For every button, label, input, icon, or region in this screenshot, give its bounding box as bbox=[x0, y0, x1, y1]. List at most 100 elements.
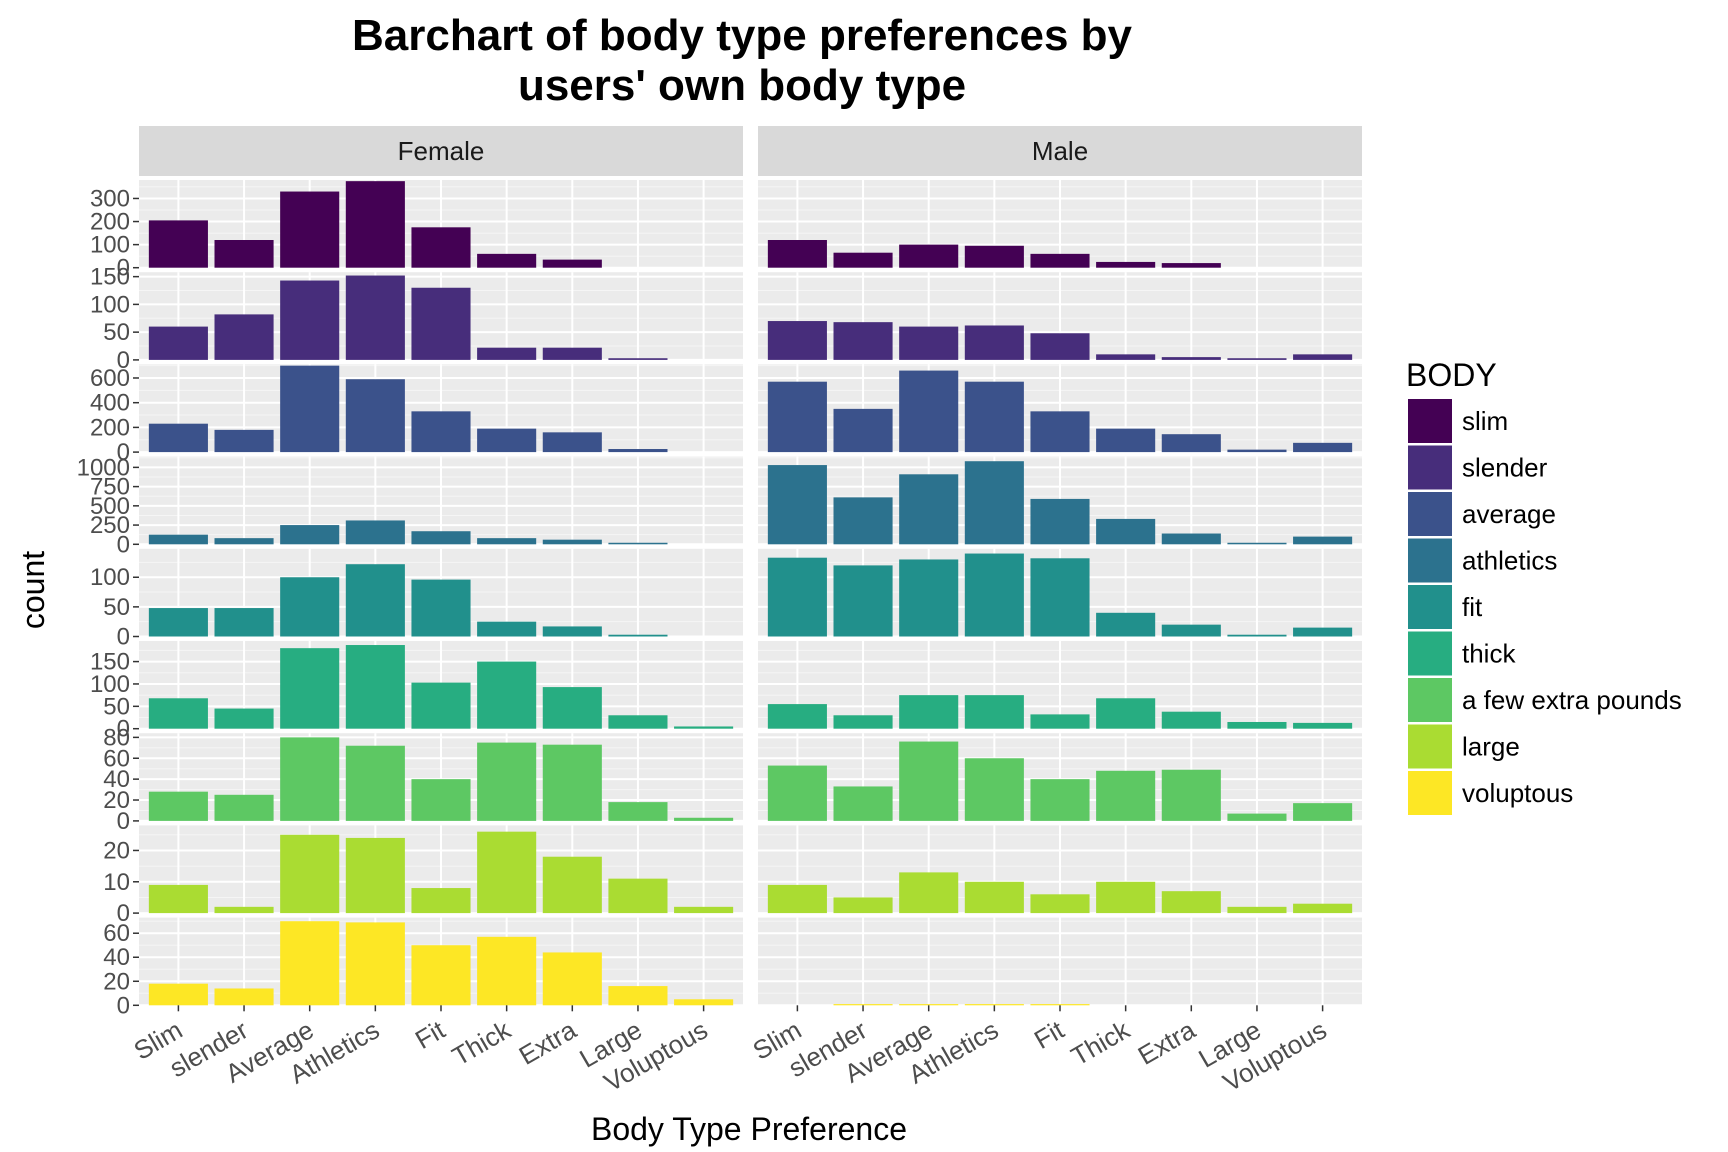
bar-slim-female-thick bbox=[477, 253, 537, 268]
bar-a-few-extra-pounds-female-extra bbox=[542, 744, 602, 821]
y-tick-label: 0 bbox=[117, 531, 130, 558]
bar-fit-female-thick bbox=[477, 621, 537, 637]
bar-thick-female-average bbox=[280, 648, 340, 729]
y-tick-label: 100 bbox=[90, 232, 130, 259]
bar-athletics-male-athletics bbox=[964, 461, 1024, 545]
bar-average-female-extra bbox=[542, 432, 602, 453]
bar-large-female-extra bbox=[542, 856, 602, 914]
bar-slender-female-extra bbox=[542, 347, 602, 360]
bar-thick-female-voluptous bbox=[674, 726, 734, 729]
bar-a-few-extra-pounds-male-slender bbox=[833, 786, 893, 821]
bar-thick-female-athletics bbox=[345, 645, 405, 729]
bar-average-female-large bbox=[608, 449, 668, 453]
y-tick-label: 20 bbox=[103, 968, 130, 995]
legend-label-thick: thick bbox=[1462, 639, 1516, 669]
bar-voluptous-female-average bbox=[280, 921, 340, 1006]
bar-fit-male-fit bbox=[1030, 558, 1090, 637]
bar-a-few-extra-pounds-male-athletics bbox=[964, 758, 1024, 821]
bar-athletics-female-thick bbox=[477, 538, 537, 545]
bar-thick-male-average bbox=[899, 695, 959, 729]
y-tick-label: 0 bbox=[117, 255, 130, 282]
bar-voluptous-female-slim bbox=[148, 983, 208, 1006]
bar-slender-male-extra bbox=[1161, 357, 1221, 360]
bar-slim-male-fit bbox=[1030, 253, 1090, 268]
bar-fit-male-thick bbox=[1096, 612, 1156, 637]
bar-a-few-extra-pounds-female-average bbox=[280, 737, 340, 821]
bar-athletics-male-average bbox=[899, 474, 959, 545]
bar-slim-male-athletics bbox=[964, 245, 1024, 268]
facet-label-female: Female bbox=[398, 136, 485, 166]
y-tick-label: 10 bbox=[103, 869, 130, 896]
bar-voluptous-female-large bbox=[608, 986, 668, 1006]
bar-slim-female-extra bbox=[542, 259, 602, 268]
legend-label-large: large bbox=[1462, 732, 1520, 762]
bar-fit-female-fit bbox=[411, 579, 471, 637]
bar-thick-female-slender bbox=[214, 708, 274, 729]
bar-fit-female-slim bbox=[148, 608, 208, 637]
legend-key-a-few-extra-pounds bbox=[1408, 678, 1452, 722]
bar-a-few-extra-pounds-male-thick bbox=[1096, 770, 1156, 821]
y-tick-label: 250 bbox=[90, 512, 130, 539]
bar-slender-male-fit bbox=[1030, 333, 1090, 360]
legend-label-a-few-extra-pounds: a few extra pounds bbox=[1462, 685, 1682, 715]
bar-thick-male-fit bbox=[1030, 714, 1090, 729]
bar-a-few-extra-pounds-female-slim bbox=[148, 791, 208, 821]
bar-athletics-female-slender bbox=[214, 538, 274, 545]
bar-voluptous-female-fit bbox=[411, 945, 471, 1006]
bar-voluptous-male-athletics bbox=[964, 1004, 1024, 1006]
bar-athletics-male-slim bbox=[767, 465, 827, 545]
bar-large-female-athletics bbox=[345, 837, 405, 914]
facet-strip-male bbox=[758, 126, 1362, 176]
x-tick-label-extra-female: Extra bbox=[514, 1014, 582, 1071]
bar-average-female-average bbox=[280, 365, 340, 453]
bar-average-male-athletics bbox=[964, 381, 1024, 453]
bar-slim-male-slender bbox=[833, 252, 893, 268]
y-tick-label: 80 bbox=[103, 724, 130, 751]
y-tick-label: 50 bbox=[103, 594, 130, 621]
bar-voluptous-female-slender bbox=[214, 988, 274, 1006]
bar-slender-male-average bbox=[899, 326, 959, 360]
bar-average-male-large bbox=[1227, 449, 1287, 453]
y-tick-label: 40 bbox=[103, 944, 130, 971]
bar-slender-female-large bbox=[608, 358, 668, 360]
bar-thick-male-slim bbox=[767, 704, 827, 729]
y-tick-label: 300 bbox=[90, 185, 130, 212]
bar-slender-male-large bbox=[1227, 358, 1287, 360]
y-tick-label: 100 bbox=[90, 671, 130, 698]
legend-key-average bbox=[1408, 492, 1452, 536]
bar-fit-male-athletics bbox=[964, 553, 1024, 637]
bar-average-male-voluptous bbox=[1293, 442, 1353, 453]
y-tick-label: 0 bbox=[117, 992, 130, 1019]
bar-large-male-thick bbox=[1096, 881, 1156, 914]
bar-thick-male-slender bbox=[833, 715, 893, 729]
bar-thick-female-fit bbox=[411, 682, 471, 729]
bar-large-male-voluptous bbox=[1293, 903, 1353, 914]
y-tick-label: 1000 bbox=[77, 454, 130, 481]
y-tick-label: 50 bbox=[103, 693, 130, 720]
y-tick-label: 0 bbox=[117, 624, 130, 651]
bar-voluptous-female-thick bbox=[477, 936, 537, 1006]
bar-athletics-female-slim bbox=[148, 534, 208, 545]
bar-athletics-male-thick bbox=[1096, 518, 1156, 545]
y-tick-label: 100 bbox=[90, 564, 130, 591]
y-tick-label: 20 bbox=[103, 787, 130, 814]
bar-voluptous-female-athletics bbox=[345, 922, 405, 1006]
bar-a-few-extra-pounds-male-slim bbox=[767, 765, 827, 821]
y-tick-label: 0 bbox=[117, 439, 130, 466]
bar-fit-male-average bbox=[899, 559, 959, 637]
legend-key-slender bbox=[1408, 445, 1452, 490]
y-tick-label: 0 bbox=[117, 808, 130, 835]
y-tick-label: 200 bbox=[90, 209, 130, 236]
bar-slender-female-slim bbox=[148, 326, 208, 360]
bar-slender-male-athletics bbox=[964, 325, 1024, 360]
legend-label-slim: slim bbox=[1462, 406, 1508, 436]
legend-label-fit: fit bbox=[1462, 592, 1483, 622]
bar-large-male-fit bbox=[1030, 894, 1090, 914]
bar-athletics-male-fit bbox=[1030, 498, 1090, 545]
bar-slim-male-average bbox=[899, 244, 959, 268]
bar-large-male-slender bbox=[833, 897, 893, 914]
bar-slim-male-extra bbox=[1161, 263, 1221, 268]
bar-a-few-extra-pounds-female-thick bbox=[477, 742, 537, 821]
bar-average-male-fit bbox=[1030, 411, 1090, 453]
